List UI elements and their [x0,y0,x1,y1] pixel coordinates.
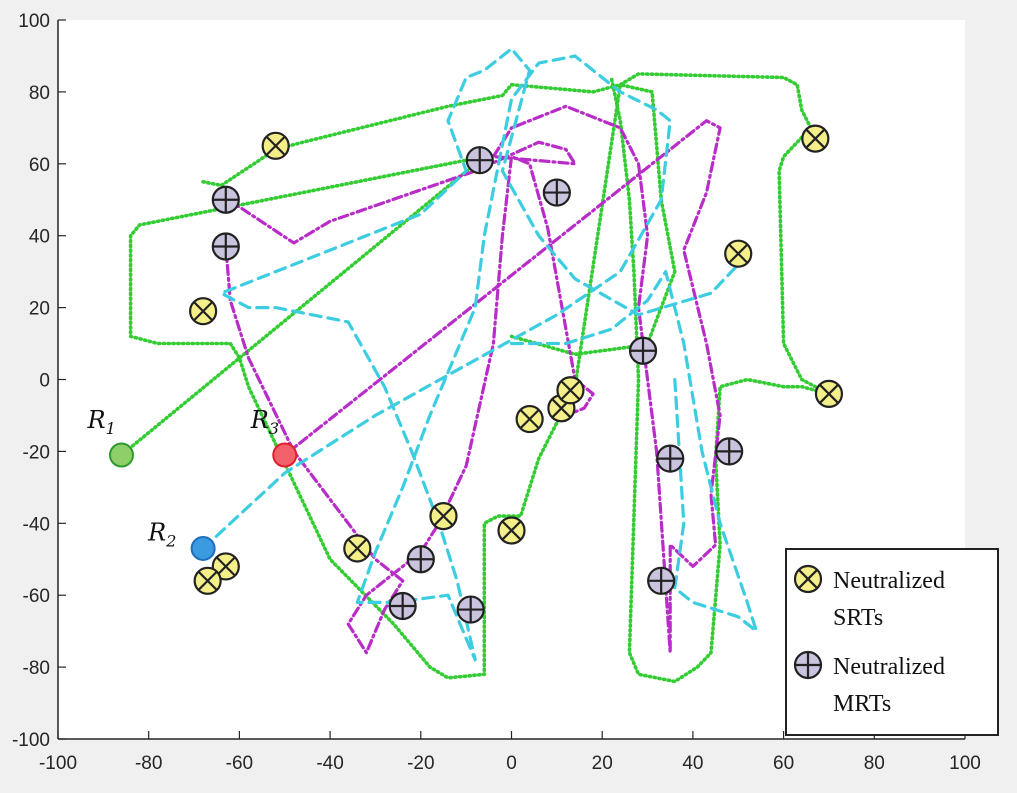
srt-marker-10 [724,239,753,268]
x-tick-label: 100 [949,753,981,774]
srt-cross-b [519,409,540,430]
mrt-marker-8 [406,545,435,574]
srt-marker-7 [515,404,544,434]
trajectory-green-0 [119,82,677,680]
srt-marker-4 [343,534,372,563]
srt-cross-b [798,569,818,589]
mrt-marker-0 [211,185,240,214]
robot-1-subscript: 1 [106,419,116,438]
legend: Neutralized SRTs Neutralized MRTs [785,548,999,736]
srt-marker-5 [429,502,458,531]
robot-3-subscript: 3 [269,419,279,438]
srt-cross-b [728,243,749,264]
legend-srt-marker [793,564,823,594]
mrt-marker-2 [465,146,494,175]
mrt-marker-6 [715,437,744,466]
y-tick-label: -60 [23,586,50,607]
srt-cross-b [501,520,522,541]
y-tick-label: -80 [23,658,50,679]
y-tick-label: 20 [29,299,50,320]
x-tick-label: -20 [407,753,434,774]
mrt-marker-5 [656,444,685,473]
srt-cross-b [193,301,214,322]
srt-cross-b [818,383,839,404]
mrt-marker-7 [647,566,676,595]
srt-cross-b [347,538,368,559]
srt-cross-b [265,135,286,156]
mrt-marker-4 [628,336,658,365]
srt-marker-0 [261,131,290,160]
mrt-marker-10 [456,595,485,624]
x-tick-label: 80 [864,753,885,774]
mrt-marker-1 [211,232,240,261]
target-markers [189,124,844,624]
srt-marker-3 [193,566,222,595]
trajectory-green-1 [201,72,831,684]
y-tick-label: 40 [29,227,50,248]
srt-cross-b [805,128,826,149]
legend-entry-0-line1: Neutralized [833,568,945,594]
robot-3-dot [272,442,298,468]
robot-1-label: R1 [86,406,115,438]
srt-marker-11 [801,124,830,153]
legend-entry-1-line1: Neutralized [833,654,945,680]
x-tick-label: 0 [506,753,517,774]
x-tick-label: -60 [226,753,253,774]
mrt-marker-9 [388,591,417,621]
srt-cross-b [215,556,236,577]
x-tick-label: 20 [592,753,613,774]
trajectory-cyan-4 [201,47,740,662]
srt-marker-9 [556,376,585,405]
y-tick-label: 100 [18,11,50,32]
axes: -100 -80 -60 -40 -20 0 20 40 60 80 100-100-80-60-4… [12,11,981,774]
x-tick-label: -100 [39,753,77,774]
x-tick-label: -80 [135,753,162,774]
srt-cross-b [433,506,454,527]
x-tick-label: -40 [316,753,343,774]
legend-entry-0-line2: SRTs [833,605,883,631]
robot-1-dot [108,442,134,468]
srt-marker-1 [189,297,218,326]
legend-mrt-marker [793,650,823,680]
robot-2-subscript: 2 [165,531,176,550]
y-tick-label: -100 [12,730,50,751]
x-tick-label: 60 [773,753,794,774]
srt-marker-6 [497,516,526,545]
srt-cross-b [560,380,581,401]
y-tick-label: 0 [39,371,50,392]
mrt-marker-3 [542,178,571,207]
y-tick-label: 60 [29,155,50,176]
x-tick-label: 40 [682,753,703,774]
y-tick-label: -40 [23,514,50,535]
srt-cross-b [197,570,218,591]
y-tick-label: -20 [23,442,50,463]
y-tick-label: 80 [29,83,50,104]
robot-2-dot [190,535,216,561]
trajectory-cyan-5 [509,270,759,633]
legend-entry-1-line2: MRTs [833,691,891,717]
srt-marker-12 [814,379,844,408]
